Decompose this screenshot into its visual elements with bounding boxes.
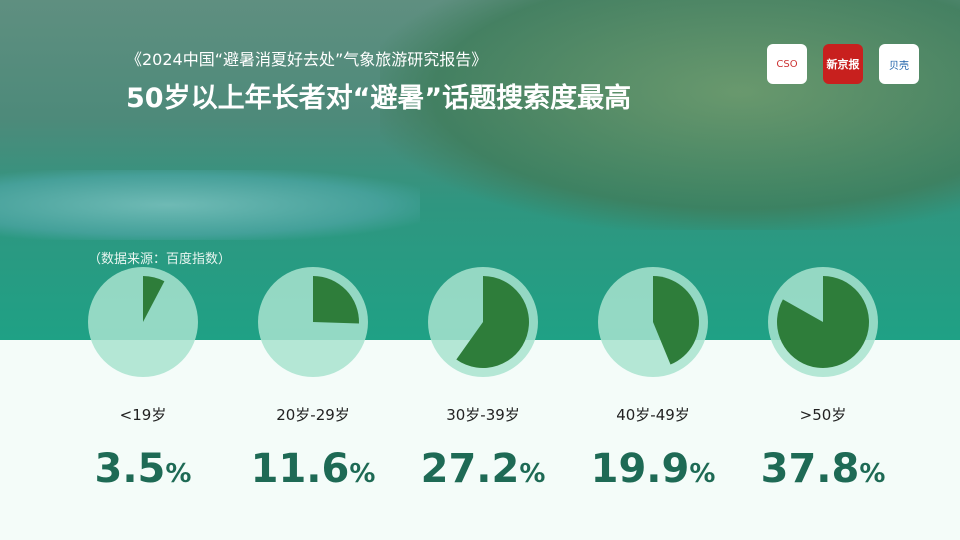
lake-illustration [0, 170, 420, 240]
value-label: 37.8% [760, 446, 886, 492]
category-label: 20岁-29岁 [276, 406, 350, 424]
pie-slice [313, 276, 360, 324]
pie-slice [777, 276, 870, 368]
pie-slice [143, 276, 165, 322]
xinjingbao-logo: 新京报 [823, 44, 863, 84]
report-subtitle: 《2024中国“避暑消夏好去处”气象旅游研究报告》 [126, 50, 488, 69]
category-label: 30岁-39岁 [446, 406, 520, 424]
cmsa-logo: CSO [767, 44, 807, 84]
hills-illustration [380, 0, 960, 230]
category-label: <19岁 [119, 406, 167, 424]
value-label: 27.2% [420, 446, 546, 492]
pie-slice [653, 276, 700, 365]
page-title: 50岁以上年长者对“避暑”话题搜索度最高 [126, 83, 632, 114]
value-label: 11.6% [250, 446, 376, 492]
value-label: 3.5% [94, 446, 192, 492]
category-label: >50岁 [799, 406, 847, 424]
beike-caijing-logo: 贝壳 [879, 44, 919, 84]
pie-slice [456, 276, 529, 368]
category-label: 40岁-49岁 [616, 406, 690, 424]
value-label: 19.9% [590, 446, 716, 492]
data-source: （数据来源：百度指数） [88, 252, 232, 267]
